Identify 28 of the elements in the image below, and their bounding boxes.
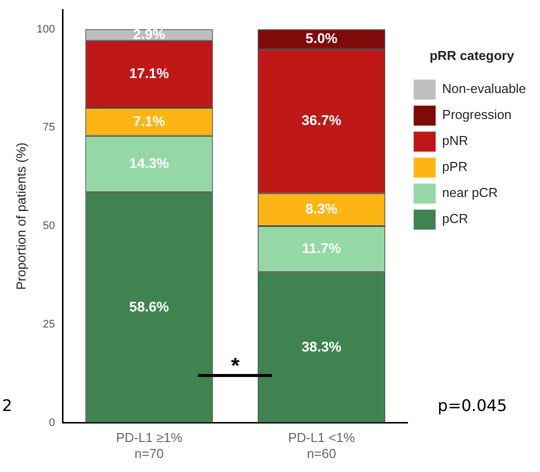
data-label: 8.3% xyxy=(306,200,338,217)
data-label: 17.1% xyxy=(129,65,170,82)
legend-label: Progression xyxy=(442,107,512,122)
data-label: 11.7% xyxy=(302,240,342,256)
data-label: 38.3% xyxy=(302,338,342,354)
legend-label: Non-evaluable xyxy=(442,81,526,96)
text: 2 xyxy=(2,396,12,415)
y-axis-title: Proportion of patients (%) xyxy=(13,142,28,290)
x-tick-label: PD-L1 <1% n=60 xyxy=(288,430,356,461)
legend-label: near pCR xyxy=(442,185,498,200)
y-tick-label: 50 xyxy=(42,220,55,232)
data-label: 5.0% xyxy=(306,30,338,46)
legend-label: pNR xyxy=(442,133,468,148)
y-tick-label: 0 xyxy=(48,416,55,429)
text: p=0.045 xyxy=(438,396,508,415)
data-label: 14.3% xyxy=(129,154,170,171)
y-tick-label: 75 xyxy=(42,122,55,134)
data-label: 2.9% xyxy=(133,26,166,42)
legend-label: pCR xyxy=(442,211,468,226)
y-tick-label: 25 xyxy=(42,318,55,330)
annotation: * xyxy=(231,352,240,378)
data-label: 58.6% xyxy=(129,298,170,314)
legend-title: pRR category xyxy=(430,48,515,64)
y-tick-label: 100 xyxy=(36,23,55,36)
data-label: 36.7% xyxy=(302,112,342,128)
data-label: 7.1% xyxy=(133,112,166,129)
x-tick-label: PD-L1 ≥1% n=70 xyxy=(116,430,183,461)
legend-label: pPR xyxy=(442,159,468,174)
